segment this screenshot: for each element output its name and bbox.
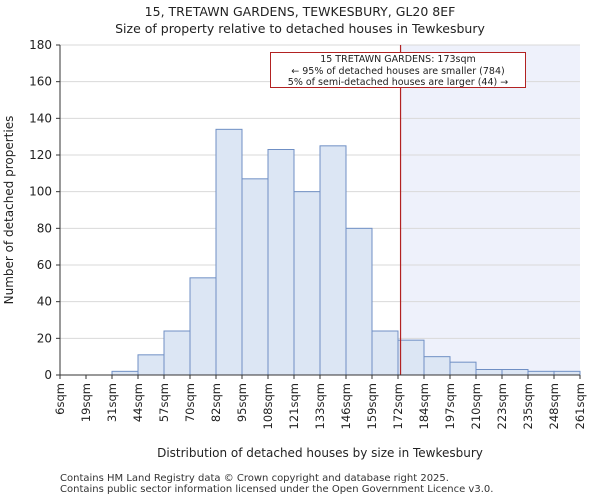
- x-tick-label: 172sqm: [391, 383, 405, 429]
- y-tick-label: 60: [37, 258, 52, 272]
- histogram-bar: [293, 191, 321, 376]
- x-tick-label: 146sqm: [339, 383, 353, 429]
- marker-highlight-region: [400, 45, 580, 375]
- y-tick-label: 20: [37, 331, 52, 345]
- histogram-bar: [267, 149, 295, 376]
- histogram-bar: [371, 330, 399, 376]
- histogram-bar: [241, 178, 269, 376]
- histogram-bar: [423, 356, 451, 376]
- y-tick-label: 140: [29, 111, 52, 125]
- x-tick-label: 31sqm: [105, 383, 119, 422]
- x-tick-label: 210sqm: [469, 383, 483, 429]
- x-tick-label: 159sqm: [365, 383, 379, 429]
- x-tick-label: 248sqm: [547, 383, 561, 429]
- y-tick-label: 40: [37, 295, 52, 309]
- histogram-bar: [215, 128, 243, 376]
- histogram-bar: [345, 227, 373, 376]
- histogram-bar: [163, 330, 191, 376]
- x-tick-label: 197sqm: [443, 383, 457, 429]
- chart-title: 15, TRETAWN GARDENS, TEWKESBURY, GL20 8E…: [144, 4, 456, 19]
- marker-annotation-box: 15 TRETAWN GARDENS: 173sqm ← 95% of deta…: [270, 52, 526, 88]
- x-tick-label: 261sqm: [573, 383, 587, 429]
- x-tick-label: 184sqm: [417, 383, 431, 429]
- x-tick-label: 6sqm: [53, 383, 67, 415]
- x-tick-label: 133sqm: [313, 383, 327, 429]
- y-tick-label: 0: [44, 368, 52, 382]
- y-tick-label: 80: [37, 221, 52, 235]
- histogram-bar: [319, 145, 347, 376]
- y-tick-label: 160: [29, 75, 52, 89]
- x-tick-label: 108sqm: [261, 383, 275, 429]
- y-axis-title: Number of detached properties: [2, 116, 16, 305]
- x-tick-label: 19sqm: [79, 383, 93, 422]
- y-tick-label: 120: [29, 148, 52, 162]
- histogram-bar: [137, 354, 165, 376]
- x-tick-label: 57sqm: [157, 383, 171, 422]
- y-tick-label: 180: [29, 38, 52, 52]
- x-tick-label: 95sqm: [235, 383, 249, 422]
- x-tick-label: 235sqm: [521, 383, 535, 429]
- histogram-bar: [553, 370, 581, 376]
- x-axis-title: Distribution of detached houses by size …: [157, 446, 483, 460]
- histogram-bar: [397, 339, 425, 376]
- footer-line-2: Contains public sector information licen…: [60, 484, 494, 495]
- x-tick-label: 121sqm: [287, 383, 301, 429]
- x-tick-label: 44sqm: [131, 383, 145, 422]
- x-tick-label: 70sqm: [183, 383, 197, 422]
- x-tick-label: 82sqm: [209, 383, 223, 422]
- annotation-line-3: 5% of semi-detached houses are larger (4…: [287, 77, 509, 88]
- histogram-bar: [527, 370, 555, 376]
- histogram-bar: [111, 370, 139, 376]
- chart-subtitle: Size of property relative to detached ho…: [115, 21, 485, 36]
- annotation-line-2: ← 95% of detached houses are smaller (78…: [291, 65, 505, 77]
- histogram-bar: [189, 277, 217, 376]
- histogram-bar: [475, 369, 503, 376]
- annotation-line-1: 15 TRETAWN GARDENS: 173sqm: [320, 54, 476, 65]
- footer-line-1: Contains HM Land Registry data © Crown c…: [60, 473, 449, 484]
- histogram-bar: [501, 369, 529, 376]
- histogram-bar: [449, 361, 477, 376]
- x-tick-label: 223sqm: [495, 383, 509, 429]
- y-tick-label: 100: [29, 185, 52, 199]
